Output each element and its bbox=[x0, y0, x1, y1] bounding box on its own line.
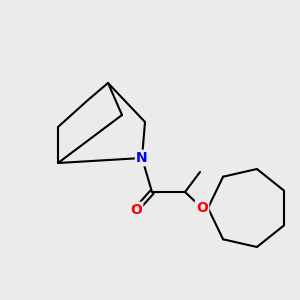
Text: O: O bbox=[196, 201, 208, 215]
Text: O: O bbox=[130, 203, 142, 217]
Text: N: N bbox=[136, 151, 148, 165]
